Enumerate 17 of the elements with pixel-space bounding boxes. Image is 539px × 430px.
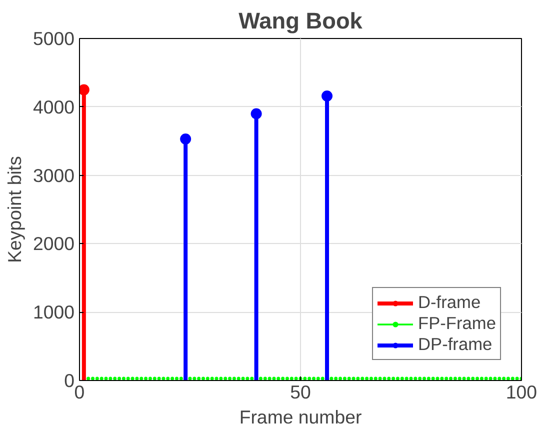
chart-title: Wang Book <box>238 8 363 34</box>
point <box>250 108 262 120</box>
y-tick-label: 3000 <box>32 164 75 186</box>
y-tick-label: 4000 <box>32 96 75 118</box>
x-axis-title: Frame number <box>239 406 362 428</box>
legend-label: FP-Frame <box>418 313 496 334</box>
point <box>180 134 192 145</box>
x-tick-label: 100 <box>506 382 538 402</box>
y-tick-label: 1000 <box>32 302 75 323</box>
point <box>80 84 90 96</box>
y-tick-label: 5000 <box>32 28 75 49</box>
y-axis-title: Keypoint bits <box>4 156 25 263</box>
legend-label: DP-frame <box>418 334 492 355</box>
y-tick-label: 2000 <box>32 233 75 254</box>
x-tick-label: 50 <box>290 382 311 402</box>
legend-label: D-frame <box>418 292 481 313</box>
point <box>322 90 333 102</box>
